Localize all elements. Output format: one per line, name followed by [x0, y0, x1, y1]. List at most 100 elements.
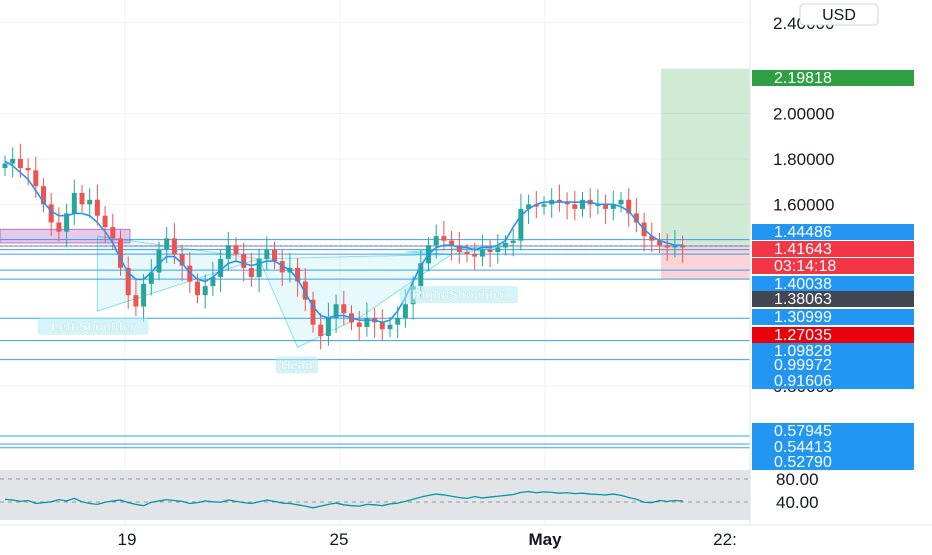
candle-body	[533, 204, 539, 207]
candle-body	[318, 324, 324, 337]
oscillator-pane	[0, 470, 750, 520]
candle-body	[118, 238, 123, 268]
price-label-box	[752, 439, 914, 455]
price-label-box	[752, 454, 914, 470]
candle-body	[2, 163, 8, 169]
price-label-box	[752, 423, 914, 439]
candle-body	[541, 204, 547, 207]
candle-body	[456, 245, 462, 253]
candle-body	[449, 240, 455, 246]
candle-body	[572, 204, 578, 209]
candle-body	[64, 213, 70, 232]
currency-label: USD	[822, 7, 856, 24]
candle-body	[510, 240, 516, 243]
pattern-label-bg	[399, 286, 519, 304]
candle-body	[248, 267, 254, 277]
candle-body	[564, 202, 570, 205]
oscillator-line	[4, 490, 683, 509]
price-label-box	[752, 276, 914, 292]
candle-body	[302, 281, 308, 300]
candle-body	[71, 193, 77, 214]
price-label-text: 0.99972	[774, 357, 832, 374]
candle-body	[402, 304, 408, 318]
candle-body	[17, 158, 23, 169]
price-label-box	[752, 241, 914, 257]
candle-body	[364, 317, 370, 327]
candle-body	[10, 158, 16, 164]
price-label-text: 1.41643	[774, 241, 832, 258]
price-label-text: 1.40038	[774, 276, 832, 293]
price-label-text: 0.52790	[774, 454, 832, 471]
moving-average-line	[4, 160, 683, 324]
candle-body	[102, 215, 108, 228]
candle-body	[472, 254, 478, 257]
candle-body	[210, 276, 216, 287]
price-label-text: 0.91606	[774, 373, 832, 390]
candle-body	[279, 261, 285, 273]
candle-body	[664, 245, 670, 248]
candle-body	[495, 247, 501, 253]
candle-body	[48, 204, 54, 223]
candle-body	[241, 254, 247, 268]
candle-body	[479, 249, 485, 257]
price-label-text: 1.09828	[774, 343, 832, 360]
left-shoulder-shape	[96, 235, 260, 312]
price-label-text: 1.38063	[774, 291, 832, 308]
candle-body	[518, 208, 524, 241]
candle-body	[41, 186, 46, 205]
candle-body	[256, 258, 262, 277]
candle-body	[672, 245, 678, 248]
candle-body	[179, 254, 185, 266]
candle-body	[218, 258, 224, 277]
candle-body	[657, 240, 662, 246]
price-axis-tick: 2.00000	[773, 105, 834, 124]
price-label-box	[752, 258, 914, 274]
candle-body	[333, 304, 339, 318]
candle-body	[164, 238, 170, 250]
candle-body	[626, 199, 632, 214]
candle-body	[141, 283, 147, 307]
candle-body	[264, 249, 270, 259]
time-axis-tick: May	[528, 530, 562, 549]
oscillator-axis-tick: 40.00	[776, 493, 819, 512]
pattern-label: Head	[281, 358, 313, 373]
price-label-text: 2.19818	[774, 70, 832, 87]
price-label-text: 1.30999	[774, 309, 832, 326]
price-label-box	[752, 357, 914, 373]
candle-body	[526, 204, 532, 209]
price-label-box	[752, 291, 914, 307]
candle-body	[633, 213, 639, 223]
price-label-text: 1.44486	[774, 224, 832, 241]
currency-badge[interactable]	[799, 3, 879, 26]
candle-body	[580, 199, 585, 209]
candle-body	[680, 245, 686, 248]
candle-body	[79, 193, 85, 205]
price-label-box	[752, 70, 914, 86]
position-stop-zone	[661, 246, 750, 280]
pattern-label-bg	[275, 356, 319, 374]
time-axis-tick: 25	[330, 530, 349, 549]
candle-body	[94, 199, 100, 216]
time-axis-tick: 19	[118, 530, 137, 549]
candle-body	[272, 249, 277, 262]
price-label-text: 0.54413	[774, 439, 832, 456]
price-label-box	[752, 224, 914, 240]
price-axis-tick: 1.60000	[773, 195, 834, 214]
candle-body	[310, 299, 316, 325]
candle-body	[25, 168, 31, 171]
candle-body	[356, 322, 362, 327]
candle-body	[379, 322, 385, 330]
price-label-box	[752, 327, 914, 343]
candle-body	[125, 267, 131, 296]
candle-body	[156, 249, 162, 273]
oscillator-axis-tick: 80.00	[776, 470, 819, 489]
candle-body	[87, 199, 93, 205]
candle-body	[433, 236, 439, 246]
candle-body	[395, 317, 401, 325]
position-target-zone	[661, 68, 750, 247]
candle-body	[148, 272, 154, 284]
price-label-text: 1.27035	[774, 327, 832, 344]
candle-body	[464, 252, 470, 255]
